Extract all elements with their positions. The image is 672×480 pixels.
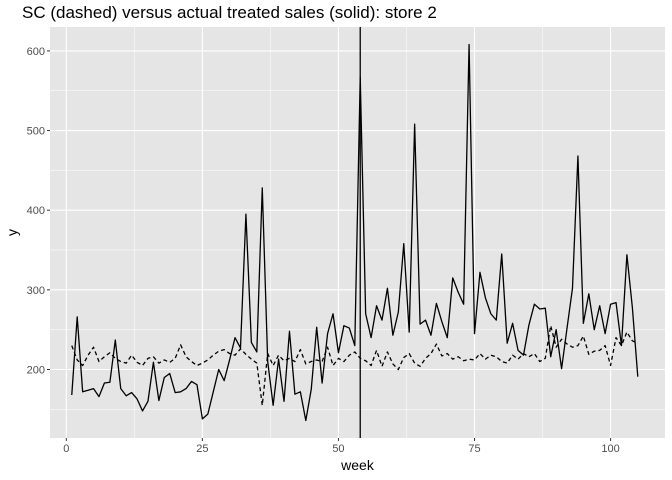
series-line-dashed xyxy=(71,325,639,406)
x-tick-label: 100 xyxy=(601,443,619,455)
x-tick-label: 25 xyxy=(196,443,208,455)
series-line-solid xyxy=(71,43,639,422)
axes: 200 300 400 500 600 0 25 50 75 100 xyxy=(27,46,620,455)
chart-title: SC (dashed) versus actual treated sales … xyxy=(22,3,437,22)
x-tick-label: 75 xyxy=(468,443,480,455)
y-tick-label: 200 xyxy=(27,365,45,377)
y-tick-label: 500 xyxy=(27,126,45,138)
y-tick-label: 300 xyxy=(27,285,45,297)
y-tick-label: 400 xyxy=(27,205,45,217)
y-axis-title: y xyxy=(4,229,20,236)
x-tick-label: 50 xyxy=(332,443,344,455)
y-tick-label: 600 xyxy=(27,46,45,58)
x-axis-title: week xyxy=(340,457,375,473)
x-tick-label: 0 xyxy=(63,443,69,455)
series-layer xyxy=(71,43,639,422)
